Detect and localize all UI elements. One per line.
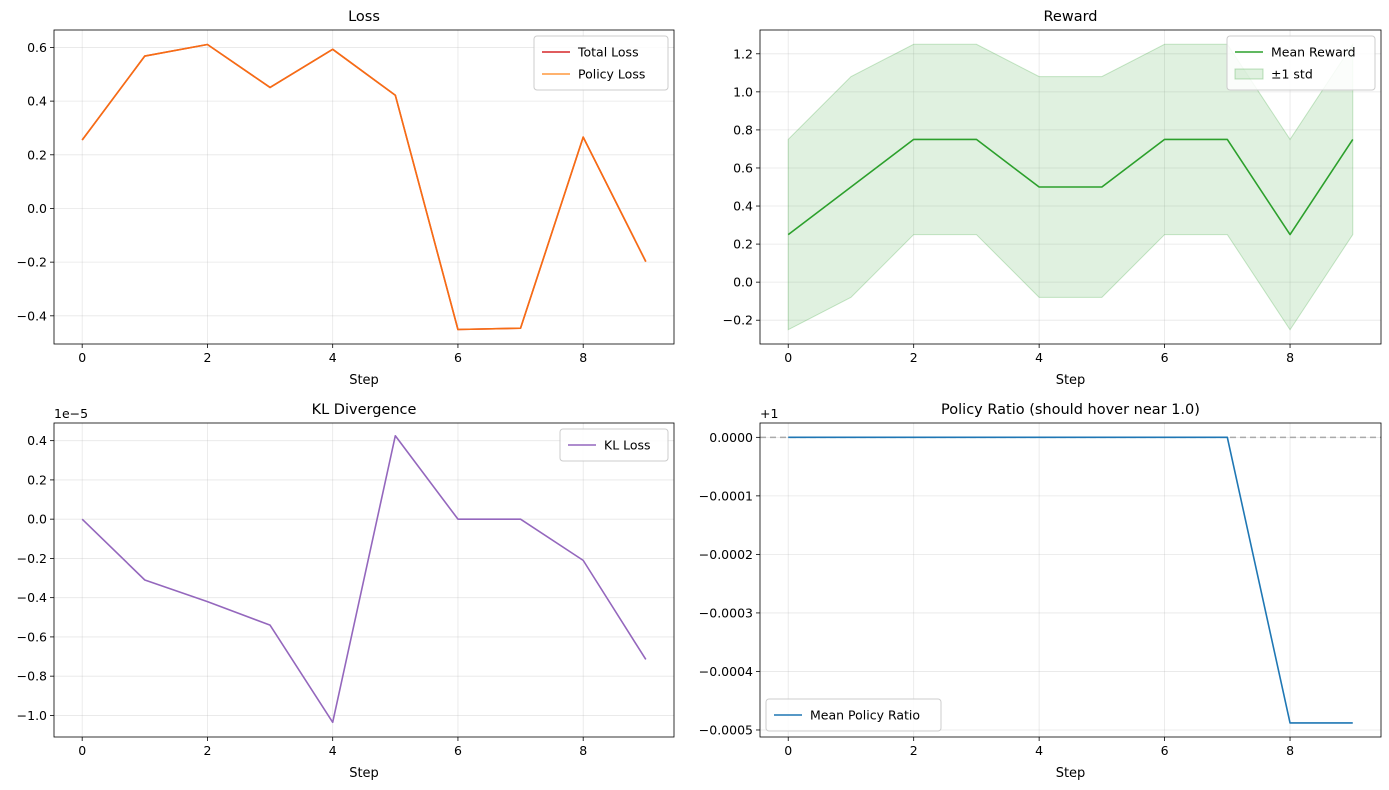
x-tick-label: 4 [1035, 350, 1043, 365]
legend: Mean Reward ±1 std [1226, 35, 1376, 91]
x-tick-label: 0 [78, 743, 86, 758]
y-tick-label: −0.6 [17, 629, 47, 644]
x-axis-label: Step [1056, 373, 1086, 388]
plot-area [760, 436, 1381, 724]
legend-label: Mean Policy Ratio [810, 708, 920, 723]
x-axis-label: Step [349, 766, 379, 781]
panel-ratio: 0 2 4 6 8 −0.0005 −0.0004 −0.0003 −0.0002 −0.0001… [699, 402, 1382, 781]
x-tick-label: 6 [454, 743, 462, 758]
axes-frame [759, 29, 1382, 345]
x-tick-label: 6 [1161, 350, 1169, 365]
y-tick-label: −0.8 [17, 669, 47, 684]
y-tick-label: 0.2 [27, 472, 47, 487]
axes-frame [53, 422, 675, 738]
x-tick-label: 4 [329, 350, 337, 365]
y-tick-label: −0.0005 [699, 722, 753, 737]
legend-label: KL Loss [604, 438, 651, 453]
legend: KL Loss [559, 428, 669, 462]
y-tick-label: −0.0003 [699, 605, 753, 620]
y-tick-label: 0.0 [27, 512, 47, 527]
series-line-policy-loss [81, 43, 647, 331]
x-tick-label: 8 [579, 350, 587, 365]
y-tick-label: 0.0 [27, 201, 47, 216]
plot-area [81, 43, 647, 331]
y-tick-label: −0.2 [723, 313, 753, 328]
x-tick-label: 4 [1035, 743, 1043, 758]
y-tick-label: −1.0 [17, 708, 47, 723]
y-tick-label: 0.4 [27, 433, 47, 448]
y-tick-label: 0.0000 [709, 430, 753, 445]
y-tick-label: −0.4 [17, 308, 47, 323]
legend-box [1226, 35, 1376, 91]
x-tick-label: 0 [784, 350, 792, 365]
axis-offset-text: 1e−5 [54, 406, 88, 421]
x-tick-label: 2 [203, 350, 211, 365]
legend-label: Mean Reward [1271, 45, 1356, 60]
x-tick-label: 8 [579, 743, 587, 758]
y-tick-label: −0.0001 [699, 488, 753, 503]
y-tick-label: −0.2 [17, 255, 47, 270]
x-tick-label: 8 [1286, 743, 1294, 758]
legend-box [533, 35, 669, 91]
y-tick-label: 1.2 [733, 46, 753, 61]
x-tick-label: 6 [1161, 743, 1169, 758]
x-tick-label: 2 [203, 743, 211, 758]
y-tick-label: 0.0 [733, 275, 753, 290]
chart-title: KL Divergence [312, 402, 417, 418]
legend-label: ±1 std [1271, 67, 1313, 82]
y-tick-label: 0.6 [27, 40, 47, 55]
series-line-kl-loss [81, 434, 647, 724]
y-tick-label: −0.4 [17, 590, 47, 605]
y-tick-label: 0.8 [733, 122, 753, 137]
y-tick-label: 0.4 [733, 199, 753, 214]
x-tick-label: 4 [329, 743, 337, 758]
panel-loss: 0 2 4 6 8 −0.4 −0.2 0.0 0.2 0.4 0.6 Loss Step Total L… [17, 9, 675, 388]
axes-frame [53, 29, 675, 345]
chart-title: Reward [1044, 9, 1098, 25]
y-tick-label: −0.0004 [699, 664, 753, 679]
panel-reward: 0 2 4 6 8 −0.2 0.0 0.2 0.4 0.6 0.8 1.0 1.2 Reward Step… [723, 9, 1382, 388]
x-tick-label: 0 [784, 743, 792, 758]
legend-box [765, 698, 942, 732]
y-tick-label: 1.0 [733, 84, 753, 99]
panel-kl: 0 2 4 6 8 −1.0 −0.8 −0.6 −0.4 −0.2 0.0 0.2 0.4 KL Div… [17, 402, 675, 781]
x-tick-label: 0 [78, 350, 86, 365]
axis-offset-text: +1 [760, 406, 778, 421]
y-tick-label: 0.4 [27, 94, 47, 109]
x-tick-label: 2 [910, 743, 918, 758]
y-tick-label: 0.2 [27, 147, 47, 162]
y-tick-label: 0.6 [733, 160, 753, 175]
x-tick-label: 8 [1286, 350, 1294, 365]
plot-area [787, 42, 1354, 331]
series-line-mean-policy-ratio [788, 436, 1353, 724]
x-tick-label: 6 [454, 350, 462, 365]
y-tick-label: −0.0002 [699, 547, 753, 562]
axes-frame [759, 422, 1382, 738]
chart-title: Policy Ratio (should hover near 1.0) [941, 402, 1200, 418]
plot-area [81, 434, 647, 724]
y-tick-label: 0.2 [733, 237, 753, 252]
legend-label: Total Loss [577, 45, 639, 60]
chart-title: Loss [348, 9, 380, 25]
series-line-mean-reward [787, 138, 1354, 236]
x-axis-label: Step [349, 373, 379, 388]
legend-swatch-band [1234, 68, 1264, 80]
legend: Total Loss Policy Loss [533, 35, 669, 91]
y-tick-label: −0.2 [17, 551, 47, 566]
legend: Mean Policy Ratio [765, 698, 942, 732]
legend-box [559, 428, 669, 462]
x-tick-label: 2 [910, 350, 918, 365]
x-axis-label: Step [1056, 766, 1086, 781]
legend-label: Policy Loss [578, 67, 645, 82]
